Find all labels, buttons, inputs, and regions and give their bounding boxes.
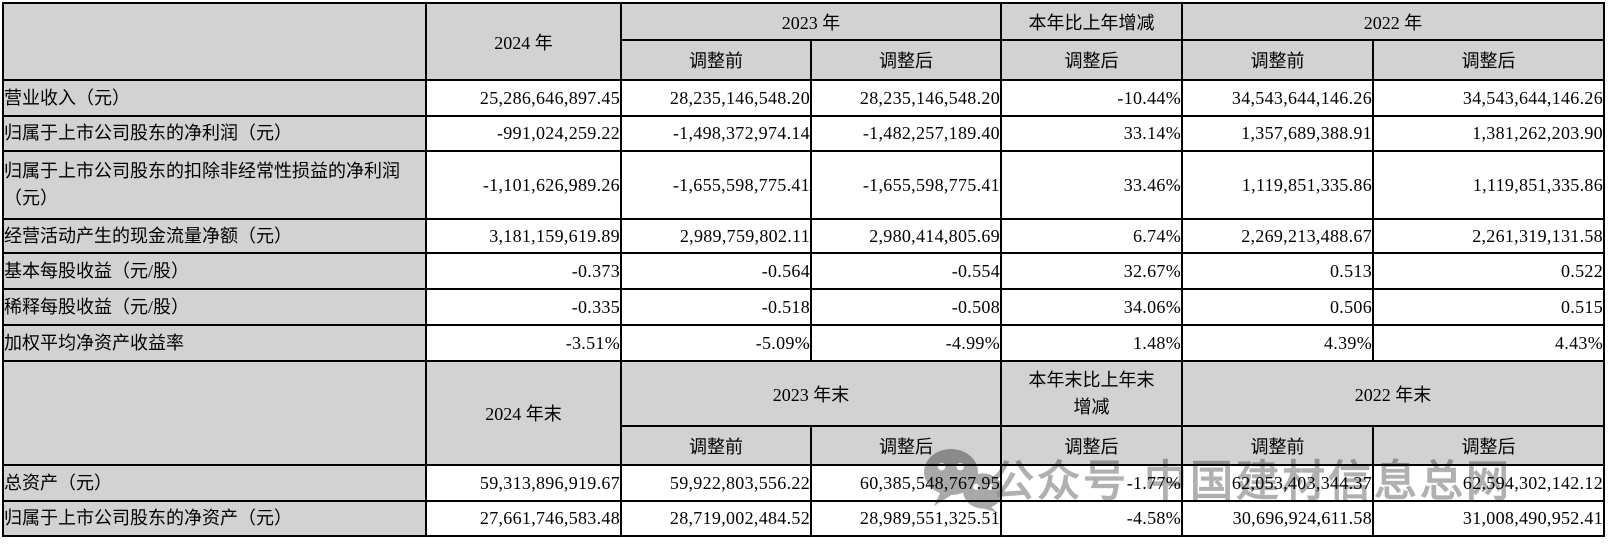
value-cell: 34.06% bbox=[1000, 288, 1183, 326]
col-header-2024-end: 2024 年末 bbox=[425, 360, 622, 466]
subheader-2023end-after: 调整后 bbox=[810, 425, 1002, 466]
value-cell: -4.99% bbox=[810, 324, 1002, 362]
row-net-assets: 归属于上市公司股东的净资产（元） 27,661,746,583.48 28,71… bbox=[2, 500, 1605, 537]
value-cell: -0.518 bbox=[620, 288, 812, 326]
value-cell: -5.09% bbox=[620, 324, 812, 362]
value-cell: -3.51% bbox=[425, 324, 622, 362]
value-cell: 25,286,646,897.45 bbox=[425, 79, 622, 117]
row-weighted-avg-roe: 加权平均净资产收益率 -3.51% -5.09% -4.99% 1.48% 4.… bbox=[2, 324, 1605, 362]
financial-summary-table: 2024 年 2023 年 本年比上年增减 2022 年 调整前 调整后 调整后… bbox=[2, 2, 1605, 537]
value-cell: 4.39% bbox=[1181, 324, 1374, 362]
row-net-profit: 归属于上市公司股东的净利润（元） -991,024,259.22 -1,498,… bbox=[2, 115, 1605, 152]
subheader-2023-before: 调整前 bbox=[620, 39, 812, 81]
subheader-2022-after: 调整后 bbox=[1372, 39, 1605, 81]
subheader-2022-before: 调整前 bbox=[1181, 39, 1374, 81]
value-cell: 31,008,490,952.41 bbox=[1372, 500, 1605, 537]
value-cell: 33.46% bbox=[1000, 150, 1183, 220]
value-cell: -10.44% bbox=[1000, 79, 1183, 117]
row-label: 营业收入（元） bbox=[2, 79, 427, 117]
value-cell: 32.67% bbox=[1000, 252, 1183, 290]
value-cell: -0.373 bbox=[425, 252, 622, 290]
value-cell: 1,381,262,203.90 bbox=[1372, 115, 1605, 152]
value-cell: -0.564 bbox=[620, 252, 812, 290]
row-total-assets: 总资产（元） 59,313,896,919.67 59,922,803,556.… bbox=[2, 464, 1605, 502]
row-label: 归属于上市公司股东的净利润（元） bbox=[2, 115, 427, 152]
value-cell: -1.77% bbox=[1000, 464, 1183, 502]
corner-cell bbox=[2, 2, 427, 81]
yearend-change-label: 本年末比上年末增减 bbox=[1028, 369, 1155, 417]
col-header-2023: 2023 年 bbox=[620, 2, 1002, 41]
col-header-2023-end: 2023 年末 bbox=[620, 360, 1002, 427]
value-cell: -1,101,626,989.26 bbox=[425, 150, 622, 220]
value-cell: 0.506 bbox=[1181, 288, 1374, 326]
value-cell: -0.335 bbox=[425, 288, 622, 326]
corner-cell bbox=[2, 360, 427, 466]
subheader-change-after: 调整后 bbox=[1000, 39, 1183, 81]
value-cell: 27,661,746,583.48 bbox=[425, 500, 622, 537]
row-label: 归属于上市公司股东的扣除非经常性损益的净利润（元） bbox=[2, 150, 427, 220]
value-cell: -991,024,259.22 bbox=[425, 115, 622, 152]
value-cell: 28,719,002,484.52 bbox=[620, 500, 812, 537]
value-cell: 0.513 bbox=[1181, 252, 1374, 290]
value-cell: 1.48% bbox=[1000, 324, 1183, 362]
value-cell: 60,385,548,767.95 bbox=[810, 464, 1002, 502]
value-cell: 28,235,146,548.20 bbox=[810, 79, 1002, 117]
row-operating-revenue: 营业收入（元） 25,286,646,897.45 28,235,146,548… bbox=[2, 79, 1605, 117]
value-cell: -4.58% bbox=[1000, 500, 1183, 537]
row-label: 加权平均净资产收益率 bbox=[2, 324, 427, 362]
row-label: 经营活动产生的现金流量净额（元） bbox=[2, 218, 427, 254]
value-cell: 2,261,319,131.58 bbox=[1372, 218, 1605, 254]
row-label: 基本每股收益（元/股） bbox=[2, 252, 427, 290]
yearend-header-row-2: 调整前 调整后 调整后 调整前 调整后 bbox=[3, 425, 1605, 466]
col-header-2022: 2022 年 bbox=[1181, 2, 1605, 41]
row-diluted-eps: 稀释每股收益（元/股） -0.335 -0.518 -0.508 34.06% … bbox=[2, 288, 1605, 326]
value-cell: 1,357,689,388.91 bbox=[1181, 115, 1374, 152]
subheader-2023end-before: 调整前 bbox=[620, 425, 812, 466]
value-cell: 0.515 bbox=[1372, 288, 1605, 326]
row-label: 归属于上市公司股东的净资产（元） bbox=[2, 500, 427, 537]
row-label: 稀释每股收益（元/股） bbox=[2, 288, 427, 326]
value-cell: 3,181,159,619.89 bbox=[425, 218, 622, 254]
value-cell: 2,989,759,802.11 bbox=[620, 218, 812, 254]
value-cell: 2,980,414,805.69 bbox=[810, 218, 1002, 254]
value-cell: 34,543,644,146.26 bbox=[1181, 79, 1374, 117]
value-cell: -0.508 bbox=[810, 288, 1002, 326]
annual-header-row-1: 2024 年 2023 年 本年比上年增减 2022 年 bbox=[2, 2, 1605, 81]
row-operating-cash-flow: 经营活动产生的现金流量净额（元） 3,181,159,619.89 2,989,… bbox=[2, 218, 1605, 254]
subheader-2022end-before: 调整前 bbox=[1181, 425, 1374, 466]
value-cell: 2,269,213,488.67 bbox=[1181, 218, 1374, 254]
value-cell: 62,594,302,142.12 bbox=[1372, 464, 1605, 502]
value-cell: -1,655,598,775.41 bbox=[620, 150, 812, 220]
value-cell: 28,989,551,325.51 bbox=[810, 500, 1002, 537]
subheader-2022end-after: 调整后 bbox=[1372, 425, 1605, 466]
row-basic-eps: 基本每股收益（元/股） -0.373 -0.564 -0.554 32.67% … bbox=[2, 252, 1605, 290]
subheader-yearend-change-after: 调整后 bbox=[1000, 425, 1183, 466]
col-header-change: 本年比上年增减 bbox=[1000, 2, 1183, 41]
row-net-profit-excl-nonrecurring: 归属于上市公司股东的扣除非经常性损益的净利润（元） -1,101,626,989… bbox=[2, 150, 1605, 220]
value-cell: 59,313,896,919.67 bbox=[425, 464, 622, 502]
value-cell: -0.554 bbox=[810, 252, 1002, 290]
value-cell: 33.14% bbox=[1000, 115, 1183, 152]
annual-header-row-2: 调整前 调整后 调整后 调整前 调整后 bbox=[3, 39, 1605, 81]
value-cell: 4.43% bbox=[1372, 324, 1605, 362]
subheader-2023-after: 调整后 bbox=[810, 39, 1002, 81]
value-cell: -1,498,372,974.14 bbox=[620, 115, 812, 152]
col-header-yearend-change: 本年末比上年末增减 bbox=[1000, 360, 1183, 427]
value-cell: 62,053,403,344.37 bbox=[1181, 464, 1374, 502]
row-label: 总资产（元） bbox=[2, 464, 427, 502]
value-cell: -1,655,598,775.41 bbox=[810, 150, 1002, 220]
value-cell: 34,543,644,146.26 bbox=[1372, 79, 1605, 117]
col-header-2022-end: 2022 年末 bbox=[1181, 360, 1605, 427]
value-cell: 1,119,851,335.86 bbox=[1181, 150, 1374, 220]
col-header-2024: 2024 年 bbox=[425, 2, 622, 81]
value-cell: 6.74% bbox=[1000, 218, 1183, 254]
value-cell: 28,235,146,548.20 bbox=[620, 79, 812, 117]
value-cell: 0.522 bbox=[1372, 252, 1605, 290]
value-cell: -1,482,257,189.40 bbox=[810, 115, 1002, 152]
value-cell: 59,922,803,556.22 bbox=[620, 464, 812, 502]
yearend-header-row-1: 2024 年末 2023 年末 本年末比上年末增减 2022 年末 bbox=[2, 360, 1605, 466]
value-cell: 30,696,924,611.58 bbox=[1181, 500, 1374, 537]
value-cell: 1,119,851,335.86 bbox=[1372, 150, 1605, 220]
